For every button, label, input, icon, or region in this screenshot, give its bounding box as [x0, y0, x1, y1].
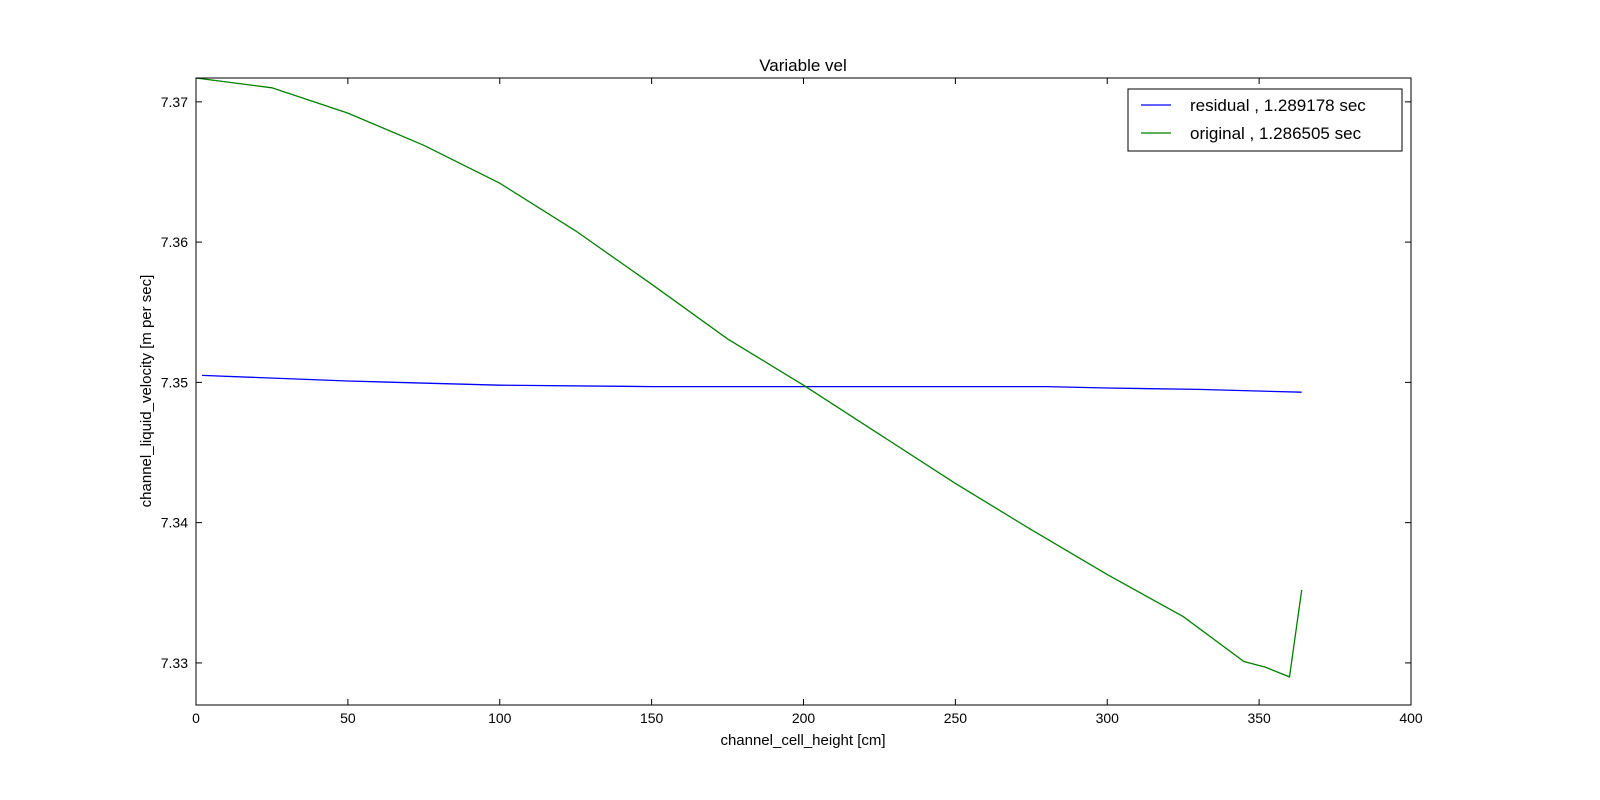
series-line-1: [195, 77, 1303, 678]
x-axis-ticks: 0 50 100 150 200 250 300 350 400: [192, 78, 1423, 726]
y-tick-label: 7.34: [161, 515, 188, 531]
plot-area-frame: [195, 77, 1412, 706]
y-tick-label: 7.37: [161, 94, 188, 110]
x-tick-label: 200: [792, 710, 816, 726]
x-tick-label: 0: [192, 710, 200, 726]
x-tick-label: 250: [944, 710, 968, 726]
y-axis-label: channel_liquid_velocity [m per sec]: [138, 275, 155, 508]
plot-series: [195, 77, 1303, 678]
x-tick-label: 100: [488, 710, 512, 726]
y-axis-ticks: 7.33 7.34 7.35 7.36 7.37: [161, 94, 1411, 671]
y-tick-label: 7.35: [161, 374, 188, 390]
y-tick-label: 7.36: [161, 234, 188, 250]
x-tick-label: 50: [340, 710, 356, 726]
y-tick-label: 7.33: [161, 655, 188, 671]
x-tick-label: 300: [1096, 710, 1120, 726]
x-tick-label: 400: [1399, 710, 1423, 726]
x-tick-label: 150: [640, 710, 664, 726]
chart-title: Variable vel: [759, 56, 847, 75]
series-line-0: [202, 374, 1302, 393]
legend-label-0: residual , 1.289178 sec: [1190, 96, 1366, 115]
legend: residual , 1.289178 sec original , 1.2865…: [1127, 88, 1403, 152]
x-tick-label: 350: [1247, 710, 1271, 726]
x-axis-label: channel_cell_height [cm]: [720, 732, 885, 749]
legend-label-1: original , 1.286505 sec: [1190, 124, 1362, 143]
legend-box: [1127, 88, 1403, 152]
